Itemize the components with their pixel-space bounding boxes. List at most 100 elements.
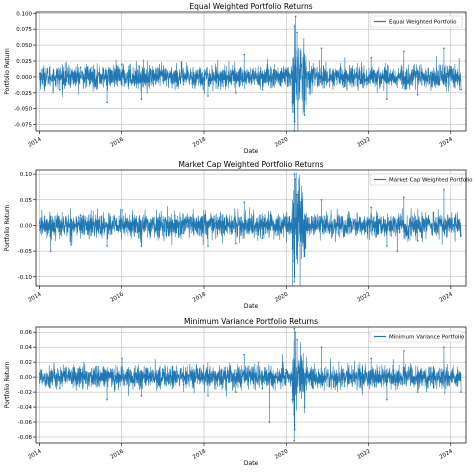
- data-point: [268, 421, 271, 423]
- data-point: [140, 395, 143, 397]
- y-tick-label: 0.10: [20, 172, 33, 178]
- data-point: [162, 219, 164, 222]
- data-point: [403, 50, 405, 53]
- data-point: [243, 201, 246, 204]
- data-point: [79, 214, 82, 216]
- data-point: [294, 15, 297, 18]
- data-point: [403, 350, 405, 352]
- chart-1: Equal Weighted Portfolio Returns 0.100 0.0…: [4, 2, 467, 155]
- y-axis-label: Portfolio Return: [4, 48, 11, 95]
- data-point: [293, 281, 296, 283]
- x-tick-label: 2016: [110, 448, 126, 460]
- data-point: [293, 428, 296, 431]
- data-point: [386, 245, 388, 247]
- data-point: [106, 101, 108, 104]
- chart-title: Market Cap Weighted Portfolio Returns: [178, 160, 323, 169]
- y-tick-label: -0.02: [18, 390, 32, 396]
- x-tick-label: 2024: [439, 291, 455, 303]
- data-point: [294, 178, 297, 181]
- data-point: [182, 83, 185, 86]
- y-tick-label: -0.075: [14, 123, 32, 129]
- y-tick-label: 0.06: [20, 330, 33, 336]
- series-line: [39, 328, 462, 442]
- series-line: [39, 172, 462, 287]
- x-axis-label: Date: [244, 303, 259, 310]
- x-tick-label: 2022: [356, 137, 371, 149]
- y-axis-label: Portfolio Return: [4, 362, 11, 409]
- axes-frame: [35, 11, 467, 132]
- x-tick-label: 2016: [110, 291, 126, 303]
- data-point: [243, 53, 246, 56]
- x-axis-label: Date: [244, 148, 259, 155]
- data-point: [293, 111, 295, 113]
- data-point: [320, 346, 323, 349]
- data-point: [291, 398, 294, 401]
- y-tick-label: -0.08: [18, 435, 33, 441]
- data-point: [182, 383, 185, 386]
- y-tick-label: -0.025: [14, 91, 32, 97]
- legend: [369, 330, 463, 343]
- y-tick-label: 0.00: [20, 223, 33, 229]
- x-tick-label: 2014: [27, 291, 43, 303]
- data-point: [403, 196, 405, 199]
- y-tick-label: 0.000: [16, 75, 32, 81]
- y-tick-label: -0.050: [14, 107, 32, 113]
- data-point: [443, 346, 445, 349]
- data-point: [106, 245, 108, 247]
- x-tick-label: 2022: [356, 292, 371, 304]
- data-point: [293, 275, 296, 278]
- data-point: [140, 245, 143, 247]
- legend: [369, 173, 463, 186]
- chart-title: Minimum Variance Portfolio Returns: [184, 317, 318, 326]
- x-tick-label: 2018: [192, 291, 208, 303]
- data-point: [234, 242, 237, 245]
- y-tick-label: -0.04: [18, 405, 33, 411]
- data-point: [396, 250, 399, 252]
- data-point: [293, 120, 296, 123]
- data-point: [296, 193, 298, 196]
- data-point: [343, 234, 346, 237]
- x-tick-label: 2018: [192, 448, 208, 460]
- x-tick-label: 2014: [27, 136, 43, 148]
- x-tick-label: 2022: [356, 449, 371, 461]
- y-axis-label: Portfolio Return: [4, 205, 11, 252]
- data-point: [343, 385, 346, 387]
- x-tick-label: 2014: [27, 448, 43, 460]
- data-point: [79, 368, 82, 371]
- data-point: [207, 95, 209, 97]
- data-point: [296, 338, 298, 341]
- y-tick-label: 0.00: [20, 375, 33, 381]
- y-tick-label: -0.05: [18, 249, 33, 255]
- chart-title: Equal Weighted Portfolio Returns: [189, 2, 312, 11]
- data-point: [303, 255, 306, 258]
- legend-label: Equal Weighted Portfolio: [389, 20, 457, 26]
- y-tick-label: -0.10: [18, 275, 33, 281]
- legend-label: Market Cap Weighted Portfolio: [389, 178, 473, 184]
- y-tick-label: 0.100: [16, 11, 32, 17]
- y-tick-label: 0.050: [16, 43, 32, 49]
- y-tick-label: -0.06: [18, 420, 33, 426]
- data-point: [182, 232, 185, 234]
- x-tick-label: 2020: [274, 291, 290, 303]
- y-tick-label: 0.05: [20, 198, 33, 204]
- data-point: [443, 188, 445, 191]
- data-point: [121, 209, 123, 211]
- data-point: [285, 69, 287, 72]
- x-tick-label: 2016: [110, 136, 126, 148]
- x-tick-label: 2024: [439, 448, 455, 460]
- axes-frame: [35, 169, 467, 287]
- data-point: [293, 413, 295, 416]
- legend: [369, 15, 463, 28]
- data-point: [386, 398, 388, 401]
- data-point: [243, 353, 246, 356]
- data-point: [370, 206, 372, 209]
- data-point: [370, 57, 372, 59]
- data-point: [294, 331, 297, 334]
- data-point: [207, 395, 209, 397]
- data-point: [162, 368, 164, 371]
- axes-frame: [35, 326, 467, 444]
- data-point: [460, 88, 462, 91]
- data-point: [343, 85, 346, 88]
- data-point: [460, 391, 462, 393]
